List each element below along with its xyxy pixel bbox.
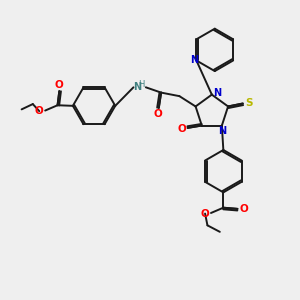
Text: N: N (213, 88, 221, 98)
Text: O: O (35, 106, 44, 116)
Text: N: N (134, 82, 142, 92)
Text: O: O (55, 80, 64, 90)
Text: N: N (218, 126, 226, 136)
Text: S: S (245, 98, 252, 108)
Text: O: O (153, 109, 162, 119)
Text: O: O (177, 124, 186, 134)
Text: O: O (201, 208, 209, 219)
Text: H: H (138, 80, 145, 89)
Text: O: O (240, 204, 248, 214)
Text: N: N (190, 56, 198, 65)
